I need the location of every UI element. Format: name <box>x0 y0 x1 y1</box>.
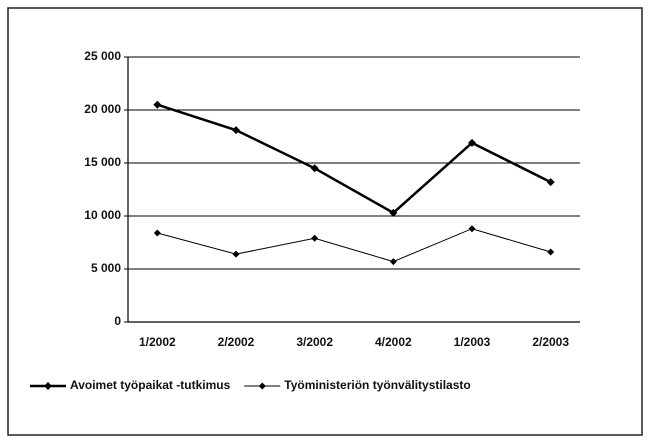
frame <box>7 7 643 436</box>
point-marker <box>153 229 161 237</box>
point-marker <box>468 138 476 147</box>
y-tick-label: 15 000 <box>84 155 121 169</box>
x-tick-label: 3/2002 <box>296 335 333 349</box>
point-marker <box>389 208 398 217</box>
y-tick-label: 0 <box>114 314 121 328</box>
y-tick-label: 20 000 <box>84 102 121 116</box>
legend-label: Työministeriön työnvälitystilasto <box>284 378 470 392</box>
legend-marker <box>44 382 52 390</box>
point-marker <box>232 126 240 135</box>
legend-marker <box>258 382 266 390</box>
point-marker <box>310 164 319 173</box>
x-tick-label: 1/2003 <box>454 335 491 349</box>
series-line <box>157 228 551 263</box>
point-marker <box>546 178 555 187</box>
legend-label: Avoimet työpaikat -tutkimus <box>70 378 231 392</box>
y-tick-label: 25 000 <box>84 49 121 63</box>
y-tick-label: 10 000 <box>84 208 121 222</box>
x-tick-label: 2/2003 <box>532 335 569 349</box>
point-marker <box>389 258 397 266</box>
point-marker <box>153 100 162 109</box>
series-line <box>156 103 552 215</box>
point-marker <box>468 225 476 233</box>
x-tick-label: 4/2002 <box>375 335 412 349</box>
y-tick-label: 5 000 <box>91 261 121 275</box>
x-tick-label: 1/2002 <box>139 335 176 349</box>
point-marker <box>232 250 240 258</box>
point-marker <box>547 248 555 256</box>
point-marker <box>311 234 319 242</box>
x-tick-label: 2/2002 <box>218 335 255 349</box>
